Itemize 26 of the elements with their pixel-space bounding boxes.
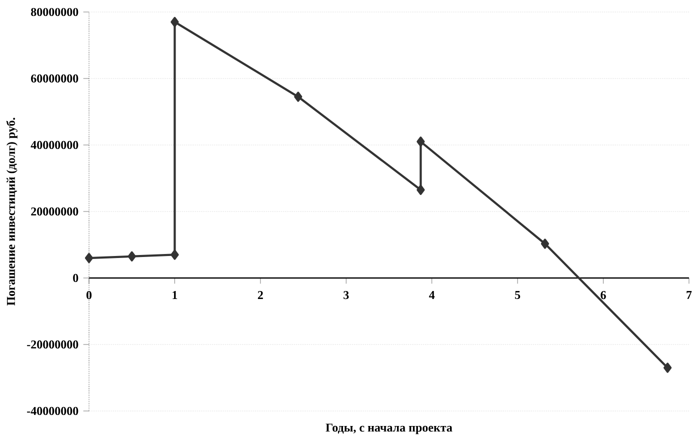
- point: [416, 136, 425, 147]
- y-tick-label: -20000000: [27, 340, 78, 349]
- y-tick-label: 80000000: [31, 8, 78, 16]
- y-tick-label: 20000000: [31, 207, 78, 216]
- y-tick-label: 40000000: [30, 140, 78, 150]
- x-tick-label: 7: [686, 291, 692, 299]
- x-tick-label: 2: [258, 291, 263, 299]
- x-tick-label: 1: [172, 291, 178, 299]
- x-tick-label: 3: [344, 291, 349, 300]
- y-tick-label: 60000000: [31, 74, 78, 83]
- point: [663, 362, 672, 373]
- x-tick-label: 5: [515, 291, 520, 300]
- x-tick-label: 6: [600, 291, 606, 300]
- point: [170, 250, 179, 260]
- x-tick-label: 0: [86, 291, 92, 300]
- point: [540, 238, 550, 249]
- x-axis-title: Годы, с начала проекта: [326, 424, 452, 434]
- y-tick-label: 0: [73, 274, 78, 282]
- point: [416, 184, 425, 195]
- point: [128, 251, 136, 262]
- x-tick-label: 4: [429, 291, 435, 299]
- point: [84, 252, 94, 264]
- point: [170, 16, 179, 28]
- y-axis-title: Погашение инвестиций (долг) руб.: [6, 118, 18, 306]
- point: [294, 92, 302, 102]
- y-tick-label: -40000000: [27, 406, 78, 416]
